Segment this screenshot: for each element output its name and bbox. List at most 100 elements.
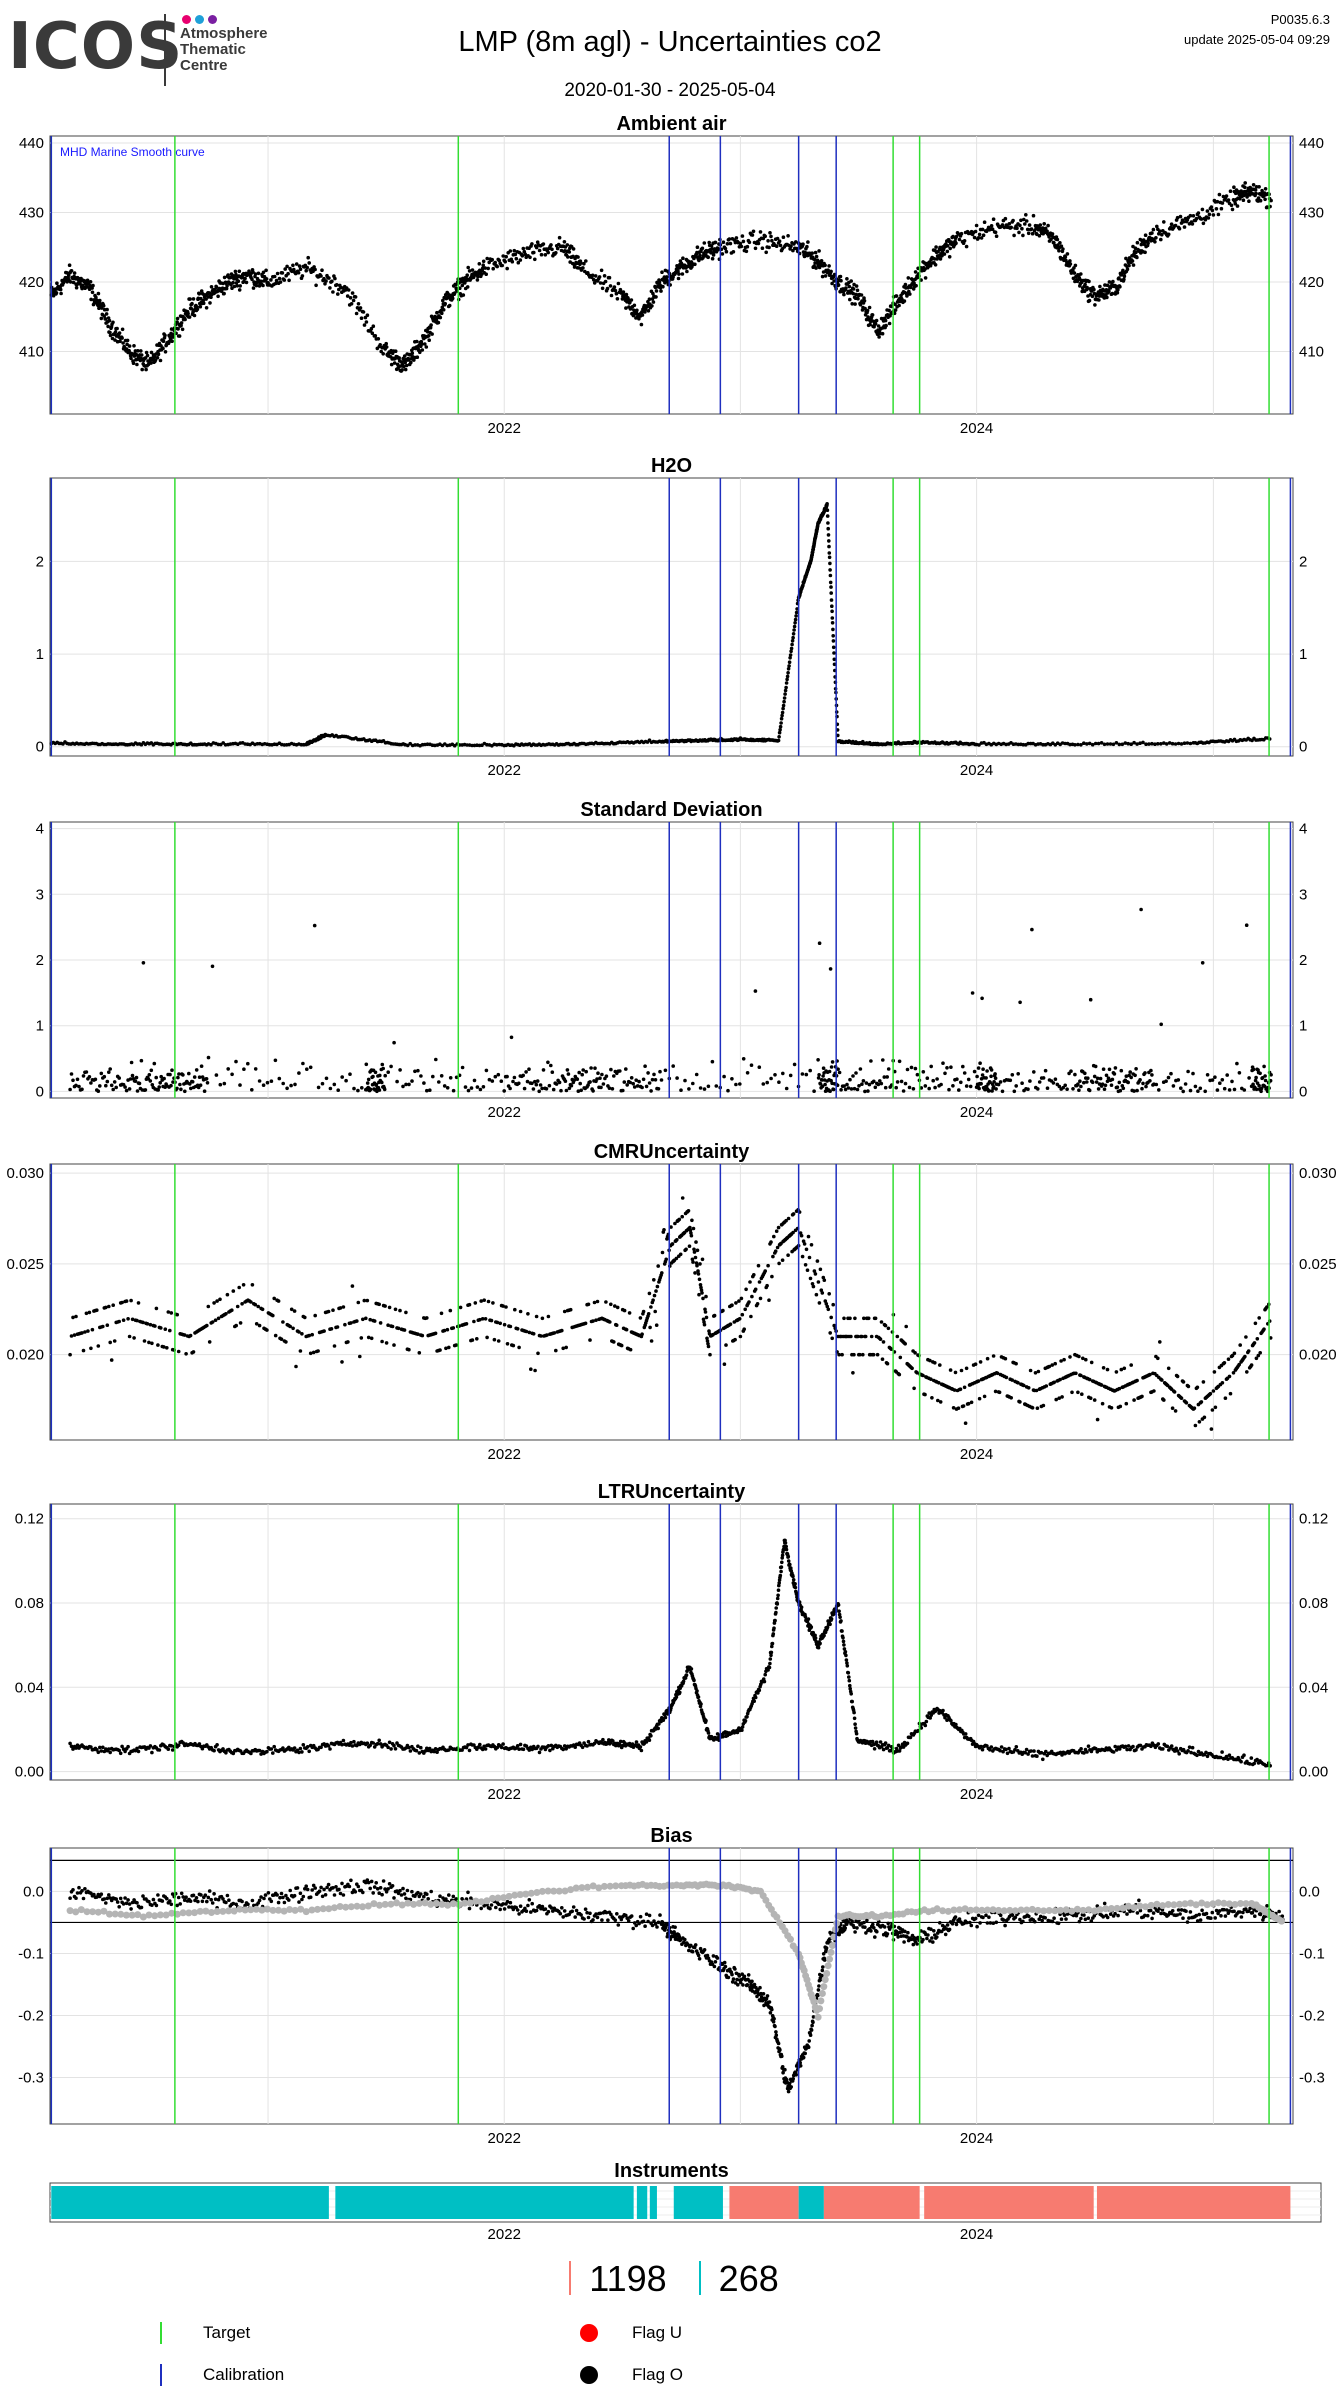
data-point [673, 1221, 677, 1226]
data-point [600, 1072, 604, 1077]
data-point [502, 1089, 507, 1093]
data-point [976, 236, 981, 240]
data-point [1115, 1085, 1120, 1089]
data-point [705, 1336, 709, 1341]
data-point [588, 1080, 592, 1084]
data-point [734, 1082, 738, 1087]
data-point [692, 1247, 696, 1252]
data-point [698, 253, 702, 258]
data-point [590, 273, 595, 278]
data-point [740, 234, 745, 238]
data-point [826, 1307, 831, 1312]
data-point [1151, 227, 1156, 232]
data-point [1070, 1390, 1074, 1395]
data-point [305, 265, 310, 270]
data-point [635, 308, 639, 313]
data-point [779, 716, 784, 721]
data-point [991, 217, 996, 221]
data-point [1092, 1398, 1097, 1402]
data-point [415, 355, 420, 360]
y-tick-label-right: 430 [1299, 204, 1324, 221]
data-point [599, 1085, 603, 1090]
data-point [1028, 1368, 1033, 1373]
data-point [356, 302, 361, 306]
data-point [503, 259, 508, 264]
data-point [724, 249, 729, 254]
product-id: P0035.6.3 [1270, 12, 1330, 27]
data-point [372, 1319, 377, 1323]
data-point [404, 363, 409, 368]
data-point [377, 1088, 382, 1092]
data-point [68, 1352, 72, 1357]
data-point [545, 1333, 549, 1337]
data-point [584, 1069, 588, 1074]
data-point [1246, 1349, 1251, 1353]
data-point [413, 1069, 417, 1074]
data-point [647, 1291, 652, 1296]
data-point [120, 336, 124, 340]
data-point [640, 1332, 644, 1336]
data-point [125, 338, 130, 343]
panel-title: Ambient air [616, 113, 726, 135]
data-point [707, 240, 711, 245]
data-point [671, 275, 675, 279]
data-point [328, 286, 332, 290]
data-point [654, 1289, 658, 1293]
data-point [176, 327, 180, 331]
data-point [1202, 1415, 1207, 1420]
data-point [794, 614, 798, 618]
data-point [1193, 1423, 1198, 1428]
data-point [766, 1263, 770, 1268]
data-point [625, 1083, 629, 1087]
data-point [1104, 1073, 1109, 1078]
data-point [396, 1326, 401, 1331]
data-point [1044, 1384, 1049, 1388]
data-point [632, 303, 637, 308]
data-point [1129, 1075, 1133, 1080]
data-point [939, 1082, 943, 1087]
data-point [993, 230, 998, 235]
data-point [1192, 1406, 1197, 1410]
data-point [994, 1087, 998, 1091]
data-point [1086, 1076, 1090, 1080]
data-point [1118, 285, 1122, 289]
data-point [579, 261, 583, 265]
data-point [1084, 1357, 1088, 1362]
data-point [483, 1317, 488, 1321]
data-point [752, 1273, 756, 1277]
data-point [820, 274, 825, 279]
data-point [183, 317, 187, 322]
data-point [96, 291, 101, 296]
data-point [696, 1272, 701, 1276]
data-point [948, 1368, 953, 1372]
data-point [568, 1307, 573, 1312]
data-point [912, 281, 916, 286]
data-point [823, 263, 827, 268]
data-point [652, 1278, 656, 1282]
data-point [874, 318, 879, 323]
data-point [504, 254, 509, 259]
data-point [89, 1346, 93, 1351]
data-point [1223, 1396, 1228, 1400]
data-point [821, 1066, 826, 1070]
data-point [1179, 1086, 1183, 1090]
data-point [264, 268, 268, 273]
data-point [1023, 222, 1027, 226]
data-point [964, 1084, 969, 1088]
data-point [1193, 1084, 1198, 1089]
data-point [1214, 207, 1219, 211]
data-point [713, 240, 718, 245]
data-point [737, 1299, 741, 1303]
data-point [198, 304, 203, 309]
data-point [688, 1228, 693, 1233]
data-point [1182, 225, 1187, 229]
data-point [333, 276, 337, 281]
data-point [747, 1300, 751, 1304]
data-point [323, 282, 327, 286]
data-point [1159, 237, 1163, 242]
data-point [981, 233, 986, 237]
data-point [311, 1350, 316, 1355]
data-point [555, 246, 560, 251]
data-point [1159, 1022, 1163, 1027]
data-point [778, 728, 782, 732]
